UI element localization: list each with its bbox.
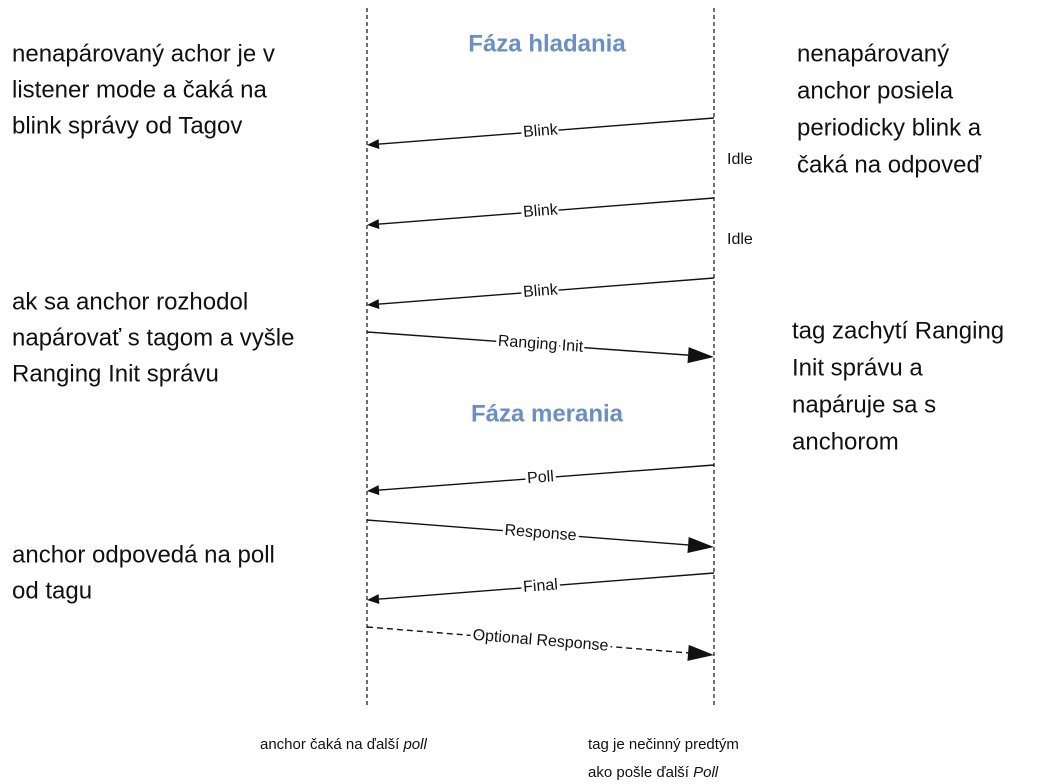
message-arrow [378,117,715,145]
arrowhead [367,219,380,230]
caption-line: ako pošle ďalší Poll [588,764,719,781]
note-line: ak sa anchor rozhodol [12,288,248,315]
message-label: Blink [523,121,560,141]
note-line: napárovať s tagom a vyšle [12,324,294,351]
message-label: Ranging Init [497,333,584,356]
arrowhead [687,347,714,364]
message-arrow [366,626,689,654]
note-line: Init správu a [792,354,923,381]
phase-label: Fáza merania [471,400,624,427]
message-label: Final [523,576,559,596]
note-line: od tagu [12,577,92,604]
note-line: napáruje sa s [792,391,936,418]
caption-text: ako pošle ďalší [588,764,693,781]
note-line: nenapárovaný achor je v [12,40,275,67]
idle-label: Idle [727,151,753,168]
note-line: tag zachytí Ranging [792,317,1004,344]
message-arrow [378,277,715,305]
note-line: anchor posiela [797,77,954,104]
caption-text: tag je nečinný predtým [588,736,739,753]
note-line: anchorom [792,428,899,455]
message-label: Optional Response [472,627,609,655]
caption-text: Poll [693,764,719,781]
arrowhead [687,537,714,553]
message-arrow [378,572,715,600]
arrowhead [367,485,380,496]
note-line: periodicky blink a [797,114,982,141]
message-arrow [366,331,689,356]
note-line: čaká na odpoveď [797,151,981,178]
note-line: listener mode a čaká na [12,76,267,103]
message-arrow [366,519,689,546]
message-label: Response [504,522,577,545]
message-label: Blink [523,201,560,221]
note-line: anchor odpovedá na poll [12,541,275,568]
idle-label: Idle [727,231,753,248]
caption-line: tag je nečinný predtým [588,736,739,753]
arrowhead [687,644,714,661]
message-label: Blink [523,281,560,301]
caption-line: anchor čaká na ďalší poll [260,736,427,753]
note-line: blink správy od Tagov [12,112,242,139]
caption-text: poll [402,736,427,753]
message-arrow [378,464,715,491]
message-label: Poll [527,468,555,487]
arrowhead [367,299,380,310]
note-line: nenapárovaný [797,40,949,67]
caption-text: anchor čaká na ďalší [260,736,403,753]
arrowhead [367,139,380,150]
phase-label: Fáza hladania [468,30,626,57]
note-line: Ranging Init správu [12,360,219,387]
message-arrow [378,197,715,225]
arrowhead [367,594,380,605]
